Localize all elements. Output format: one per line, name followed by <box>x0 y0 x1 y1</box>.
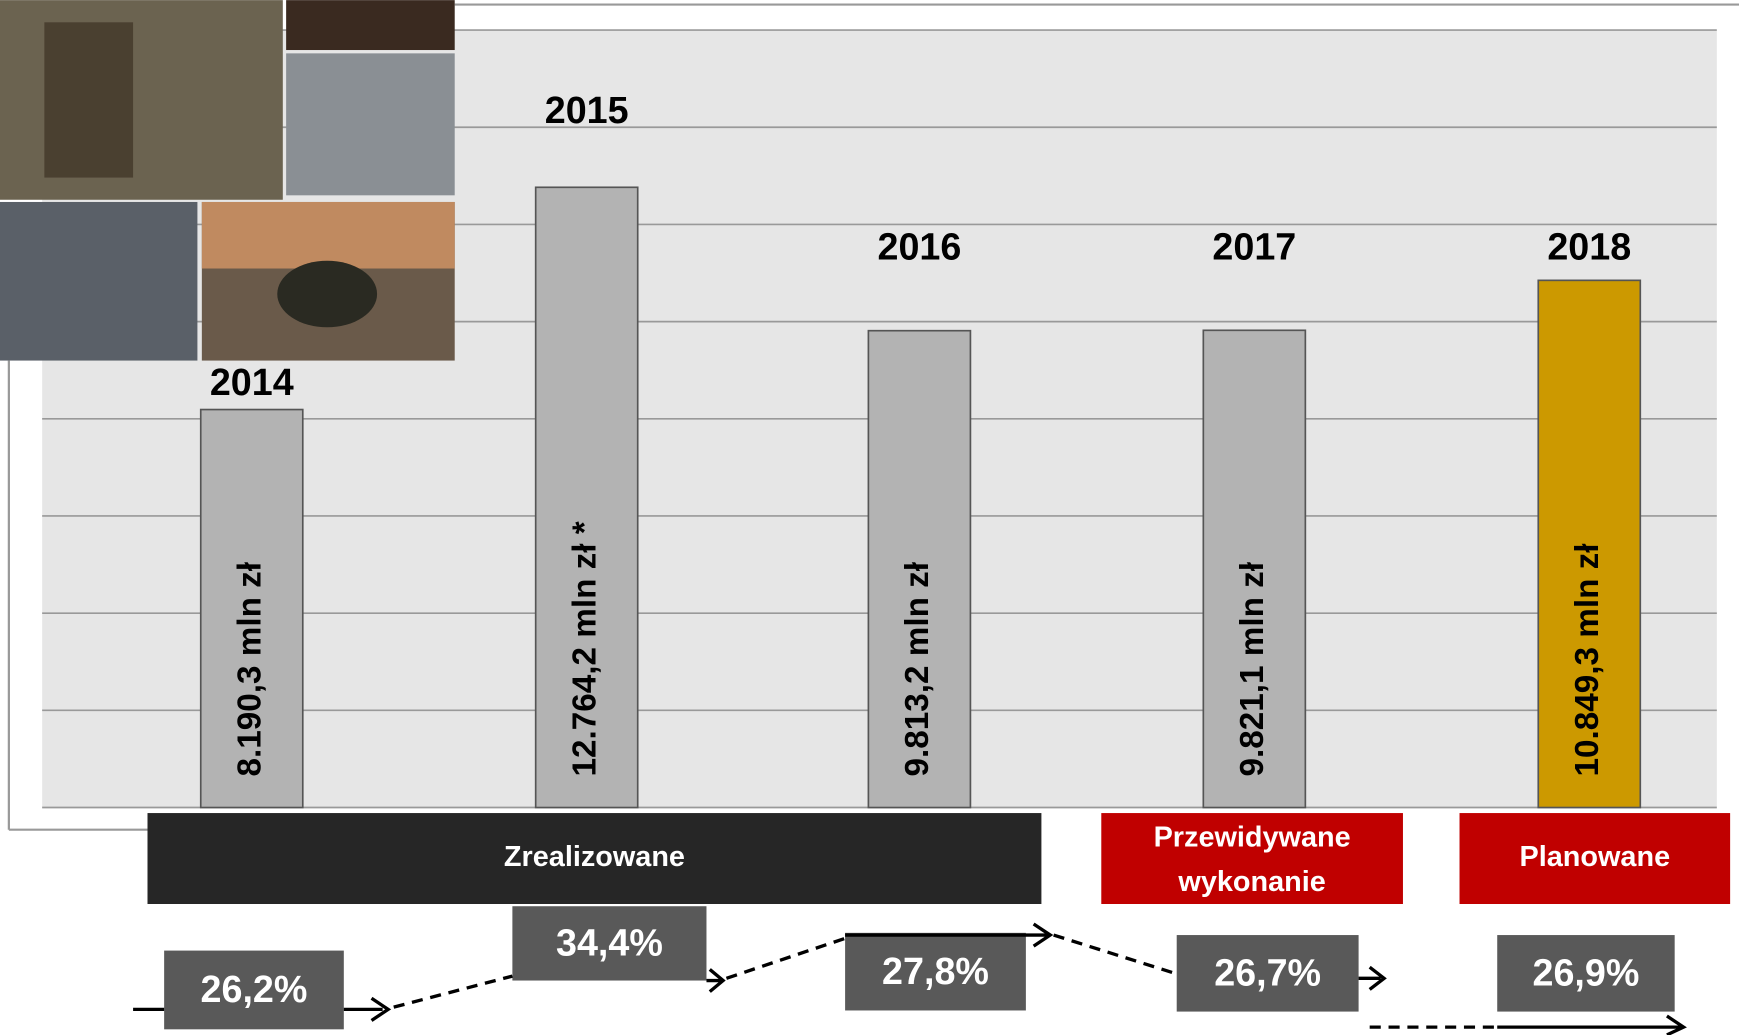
category-label: 2015 <box>545 89 629 131</box>
value-label: 9.813,2 mln zł <box>899 562 936 777</box>
percent-label: 26,7% <box>1214 951 1321 993</box>
percent-box <box>1497 935 1675 1012</box>
value-label: 8.190,3 mln zł <box>232 562 269 777</box>
percent-label: 26,2% <box>201 968 308 1010</box>
bar <box>1202 329 1307 809</box>
group-box <box>147 813 1042 905</box>
bar <box>1537 279 1642 809</box>
percent-label: 34,4% <box>556 922 663 964</box>
group-label: Przewidywane wykonanie <box>1154 821 1351 897</box>
value-label: 9.821,1 mln zł <box>1234 562 1271 777</box>
percent-box <box>164 950 344 1030</box>
percent-label: 27,8% <box>882 950 989 992</box>
value-label: 12.764,2 mln zł * <box>566 521 603 776</box>
category-label: 2018 <box>1547 226 1631 268</box>
category-label: 2014 <box>210 361 294 403</box>
group-label: Zrealizowane <box>504 841 685 873</box>
photo-collage <box>0 0 455 361</box>
category-label: 2016 <box>877 226 961 268</box>
percent-box <box>845 932 1026 1011</box>
group-box <box>1101 813 1403 905</box>
bar <box>867 329 972 809</box>
percent-box <box>512 906 707 981</box>
bar <box>199 408 304 809</box>
category-label: 2017 <box>1212 226 1296 268</box>
trend-arrows <box>133 922 1687 1035</box>
bar <box>534 186 639 809</box>
group-box <box>1459 813 1731 905</box>
percent-box <box>1176 935 1359 1012</box>
percent-label: 26,9% <box>1533 951 1640 993</box>
group-label: Planowane <box>1520 841 1671 873</box>
value-label: 10.849,3 mln zł <box>1569 543 1606 776</box>
